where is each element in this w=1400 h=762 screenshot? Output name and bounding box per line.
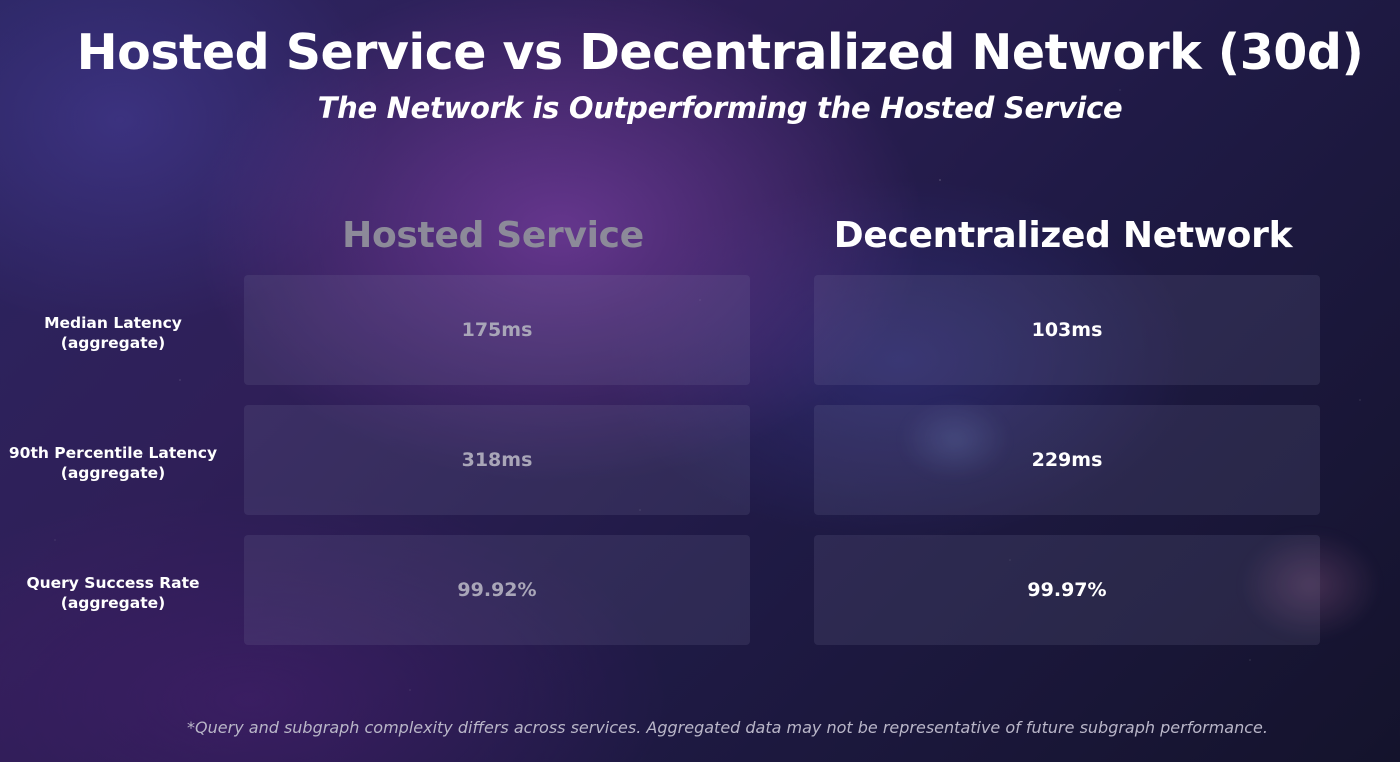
row-label-query-success-rate: Query Success Rate (aggregate) (0, 573, 226, 613)
network-p90-latency-value: 229ms (1031, 449, 1103, 471)
network-median-latency-cell: 103ms (814, 275, 1320, 385)
row-label-title: Median Latency (44, 314, 182, 332)
network-query-success-rate-cell: 99.97% (814, 535, 1320, 645)
row-label-qualifier: (aggregate) (60, 594, 166, 612)
footnote-disclaimer: *Query and subgraph complexity differs a… (187, 718, 1268, 737)
row-label-title: 90th Percentile Latency (8, 444, 218, 462)
network-median-latency-value: 103ms (1031, 319, 1103, 341)
network-p90-latency-cell: 229ms (814, 405, 1320, 515)
row-label-qualifier: (aggregate) (60, 334, 166, 352)
column-header-hosted-service: Hosted Service (342, 215, 644, 256)
column-header-decentralized-network: Decentralized Network (833, 215, 1293, 256)
hosted-median-latency-value: 175ms (461, 319, 533, 341)
hosted-query-success-rate-value: 99.92% (457, 579, 537, 601)
hosted-p90-latency-value: 318ms (461, 449, 533, 471)
row-label-90th-percentile-latency: 90th Percentile Latency (aggregate) (0, 443, 226, 483)
row-label-qualifier: (aggregate) (60, 464, 166, 482)
hosted-p90-latency-cell: 318ms (244, 405, 750, 515)
row-label-title: Query Success Rate (26, 574, 200, 592)
hosted-median-latency-cell: 175ms (244, 275, 750, 385)
network-query-success-rate-value: 99.97% (1027, 579, 1107, 601)
hosted-query-success-rate-cell: 99.92% (244, 535, 750, 645)
page-subtitle: The Network is Outperforming the Hosted … (317, 91, 1123, 125)
row-label-median-latency: Median Latency (aggregate) (0, 313, 226, 353)
page-title: Hosted Service vs Decentralized Network … (76, 24, 1364, 81)
